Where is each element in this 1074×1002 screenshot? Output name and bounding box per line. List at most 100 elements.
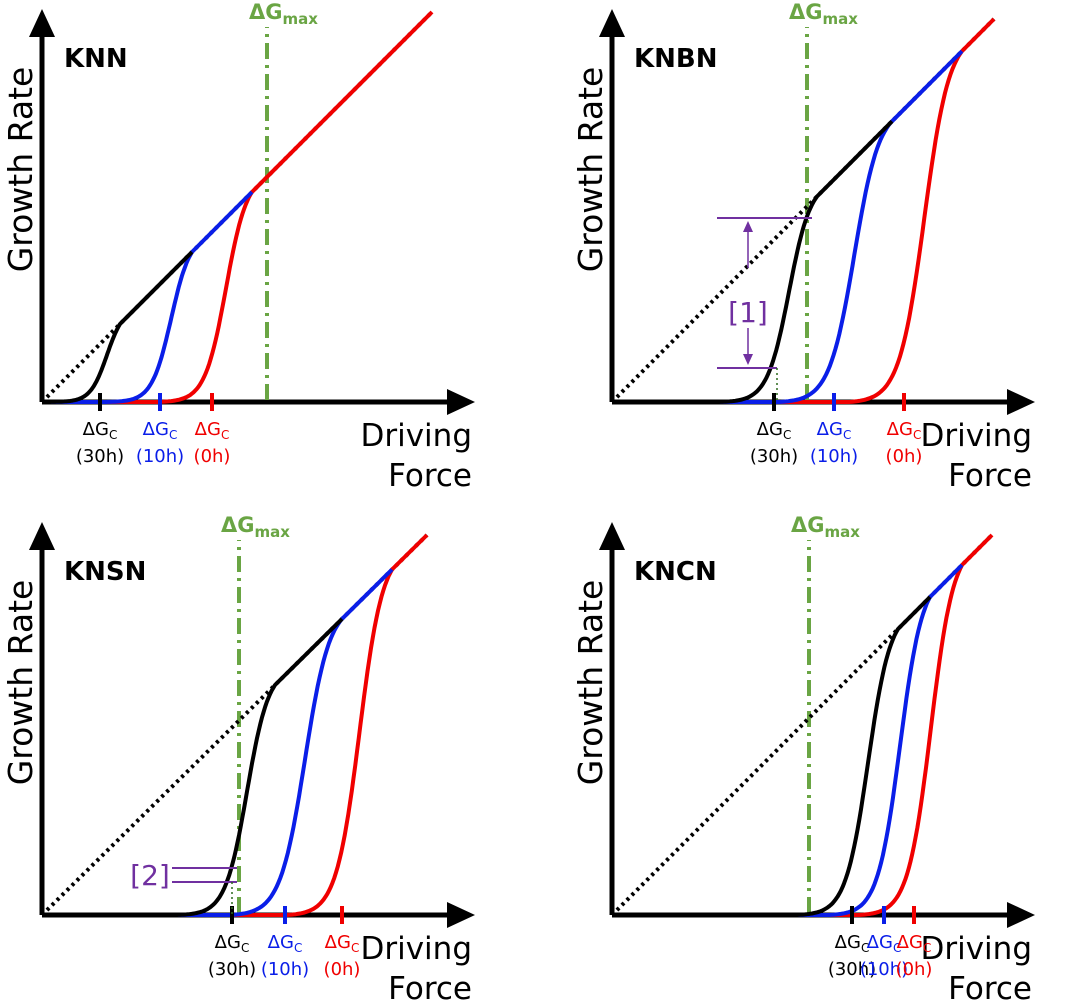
critical-delta: ΔG bbox=[195, 419, 221, 440]
gmax-label: ΔGmax bbox=[249, 0, 318, 28]
x-axis-label-line1: Driving bbox=[920, 931, 1032, 967]
black-critical-time: (30h) bbox=[76, 446, 124, 467]
red-critical-time: (0h) bbox=[896, 959, 933, 980]
x-axis-arrow bbox=[1007, 902, 1035, 928]
x-axis-label-line2: Force bbox=[388, 971, 472, 1002]
critical-sub: C bbox=[351, 941, 359, 955]
critical-delta: ΔG bbox=[887, 419, 913, 440]
critical-delta: ΔG bbox=[867, 932, 893, 953]
red-growth-curve bbox=[42, 10, 434, 404]
black-critical-label: ΔGC bbox=[757, 419, 792, 442]
panel-kncn: Growth RateDrivingForceKNCNΔGmaxΔGC(30h)… bbox=[571, 513, 1035, 1002]
blue-critical-time: (10h) bbox=[860, 959, 908, 980]
ideal-diagonal bbox=[610, 533, 994, 917]
critical-sub: C bbox=[893, 941, 901, 955]
critical-delta: ΔG bbox=[268, 932, 294, 953]
panel-title: KNCN bbox=[634, 557, 717, 587]
blue-growth-curve bbox=[42, 568, 394, 917]
blue-critical-time: (10h) bbox=[261, 959, 309, 980]
black-growth-curve bbox=[612, 119, 894, 404]
critical-sub: C bbox=[109, 428, 117, 442]
black-critical-label: ΔGC bbox=[215, 932, 250, 955]
x-axis-arrow bbox=[1007, 389, 1035, 415]
critical-delta: ΔG bbox=[143, 419, 169, 440]
red-growth-curve bbox=[612, 17, 996, 404]
red-critical-label: ΔGC bbox=[195, 419, 230, 442]
gmax-delta: ΔG bbox=[789, 0, 823, 24]
red-critical-time: (0h) bbox=[324, 959, 361, 980]
y-axis-arrow bbox=[599, 522, 625, 550]
black-critical-label: ΔGC bbox=[835, 932, 870, 955]
red-critical-label: ΔGC bbox=[897, 932, 932, 955]
critical-sub: C bbox=[923, 941, 931, 955]
critical-delta: ΔG bbox=[897, 932, 923, 953]
black-growth-curve bbox=[42, 250, 194, 404]
red-critical-label: ΔGC bbox=[325, 932, 360, 955]
black-critical-time: (30h) bbox=[208, 959, 256, 980]
x-axis-label-line2: Force bbox=[948, 458, 1032, 494]
annotation-arrowhead-up bbox=[743, 221, 753, 232]
gmax-label: ΔGmax bbox=[221, 513, 290, 541]
critical-sub: C bbox=[843, 428, 851, 442]
red-critical-label: ΔGC bbox=[887, 419, 922, 442]
panel-knn: Growth RateDrivingForceKNNΔGmaxΔGC(30h)Δ… bbox=[1, 0, 475, 494]
x-axis-label-line2: Force bbox=[388, 458, 472, 494]
y-axis-arrow bbox=[29, 9, 55, 37]
annotation-label: [1] bbox=[728, 296, 768, 329]
critical-sub: C bbox=[913, 428, 921, 442]
critical-sub: C bbox=[294, 941, 302, 955]
blue-critical-label: ΔGC bbox=[143, 419, 178, 442]
critical-sub: C bbox=[169, 428, 177, 442]
annotation-label: [2] bbox=[130, 859, 170, 892]
x-axis-label-line1: Driving bbox=[360, 931, 472, 967]
critical-delta: ΔG bbox=[757, 419, 783, 440]
red-growth-curve bbox=[42, 533, 429, 917]
annotation-arrowhead-down bbox=[743, 354, 753, 365]
gmax-label: ΔGmax bbox=[789, 0, 858, 28]
y-axis-label: Growth Rate bbox=[571, 580, 610, 786]
gmax-delta: ΔG bbox=[791, 513, 825, 537]
panel-title: KNN bbox=[64, 44, 128, 74]
critical-delta: ΔG bbox=[215, 932, 241, 953]
gmax-sub: max bbox=[283, 10, 319, 28]
critical-sub: C bbox=[861, 941, 869, 955]
black-critical-time: (30h) bbox=[828, 959, 876, 980]
blue-critical-label: ΔGC bbox=[817, 419, 852, 442]
blue-growth-curve bbox=[42, 190, 254, 404]
panel-knbn: Growth RateDrivingForceKNBNΔGmaxΔGC(30h)… bbox=[571, 0, 1035, 494]
critical-delta: ΔG bbox=[817, 419, 843, 440]
black-growth-curve bbox=[612, 595, 932, 917]
critical-delta: ΔG bbox=[83, 419, 109, 440]
y-axis-arrow bbox=[29, 522, 55, 550]
black-critical-time: (30h) bbox=[750, 446, 798, 467]
black-critical-label: ΔGC bbox=[83, 419, 118, 442]
gmax-sub: max bbox=[823, 10, 859, 28]
blue-growth-curve bbox=[612, 49, 964, 404]
y-axis-label: Growth Rate bbox=[571, 67, 610, 273]
red-critical-time: (0h) bbox=[886, 446, 923, 467]
x-axis-arrow bbox=[447, 902, 475, 928]
black-growth-curve bbox=[42, 617, 344, 917]
panel-title: KNSN bbox=[64, 557, 146, 587]
x-axis-label-line1: Driving bbox=[920, 418, 1032, 454]
red-critical-time: (0h) bbox=[194, 446, 231, 467]
gmax-delta: ΔG bbox=[221, 513, 255, 537]
blue-growth-curve bbox=[612, 563, 964, 917]
x-axis-arrow bbox=[447, 389, 475, 415]
blue-critical-label: ΔGC bbox=[268, 932, 303, 955]
critical-sub: C bbox=[221, 428, 229, 442]
gmax-sub: max bbox=[255, 523, 291, 541]
panel-knsn: Growth RateDrivingForceKNSNΔGmaxΔGC(30h)… bbox=[1, 513, 475, 1002]
panel-title: KNBN bbox=[634, 44, 717, 74]
x-axis-label-line2: Force bbox=[948, 971, 1032, 1002]
critical-sub: C bbox=[783, 428, 791, 442]
gmax-label: ΔGmax bbox=[791, 513, 860, 541]
critical-delta: ΔG bbox=[325, 932, 351, 953]
blue-critical-time: (10h) bbox=[810, 446, 858, 467]
gmax-delta: ΔG bbox=[249, 0, 283, 24]
blue-critical-time: (10h) bbox=[136, 446, 184, 467]
critical-sub: C bbox=[241, 941, 249, 955]
x-axis-label-line1: Driving bbox=[360, 418, 472, 454]
y-axis-label: Growth Rate bbox=[1, 67, 40, 273]
